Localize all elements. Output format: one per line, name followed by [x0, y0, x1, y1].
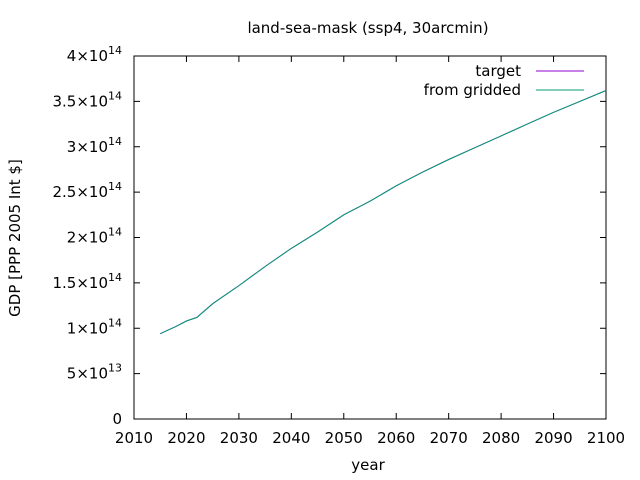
y-tick-label: 1.5×1014 — [52, 271, 122, 292]
y-tick-label: 3×1014 — [67, 135, 122, 156]
y-tick-label: 3.5×1014 — [52, 89, 122, 110]
legend-label: from gridded — [424, 81, 521, 99]
x-tick-label: 2020 — [167, 429, 205, 447]
x-axis: 2010 2020 2030 2040 2050 2060 2070 2080 2090 2100 — [115, 56, 625, 447]
x-tick-label: 2010 — [115, 429, 153, 447]
x-tick-label: 2030 — [220, 429, 258, 447]
x-tick-label: 2060 — [377, 429, 415, 447]
y-tick-label: 5×1013 — [67, 362, 122, 383]
plot-border — [133, 55, 607, 420]
chart-title: land-sea-mask (ssp4, 30arcmin) — [247, 19, 488, 37]
y-axis-label: GDP [PPP 2005 Int $] — [6, 159, 24, 317]
x-axis-label: year — [351, 456, 385, 474]
x-tick-label: 2100 — [587, 429, 625, 447]
y-axis: 0 5×1013 1×1014 1.5×1014 2×1014 2.5×1014 3×101… — [52, 44, 606, 428]
y-tick-label: 1×1014 — [67, 316, 122, 337]
y-tick-label: 2.5×1014 — [52, 180, 122, 201]
y-tick-label: 2×1014 — [67, 226, 122, 247]
series-line-target — [159, 90, 607, 335]
legend-label: target — [475, 62, 521, 80]
plot-area — [133, 55, 607, 420]
x-tick-label: 2040 — [272, 429, 310, 447]
series-lines — [159, 90, 607, 335]
x-tick-label: 2080 — [482, 429, 520, 447]
y-tick-label: 4×1014 — [67, 44, 122, 65]
x-tick-label: 2070 — [430, 429, 468, 447]
y-tick-label: 0 — [112, 410, 122, 428]
x-tick-label: 2090 — [534, 429, 572, 447]
series-line-from-gridded — [159, 90, 607, 335]
x-tick-label: 2050 — [325, 429, 363, 447]
